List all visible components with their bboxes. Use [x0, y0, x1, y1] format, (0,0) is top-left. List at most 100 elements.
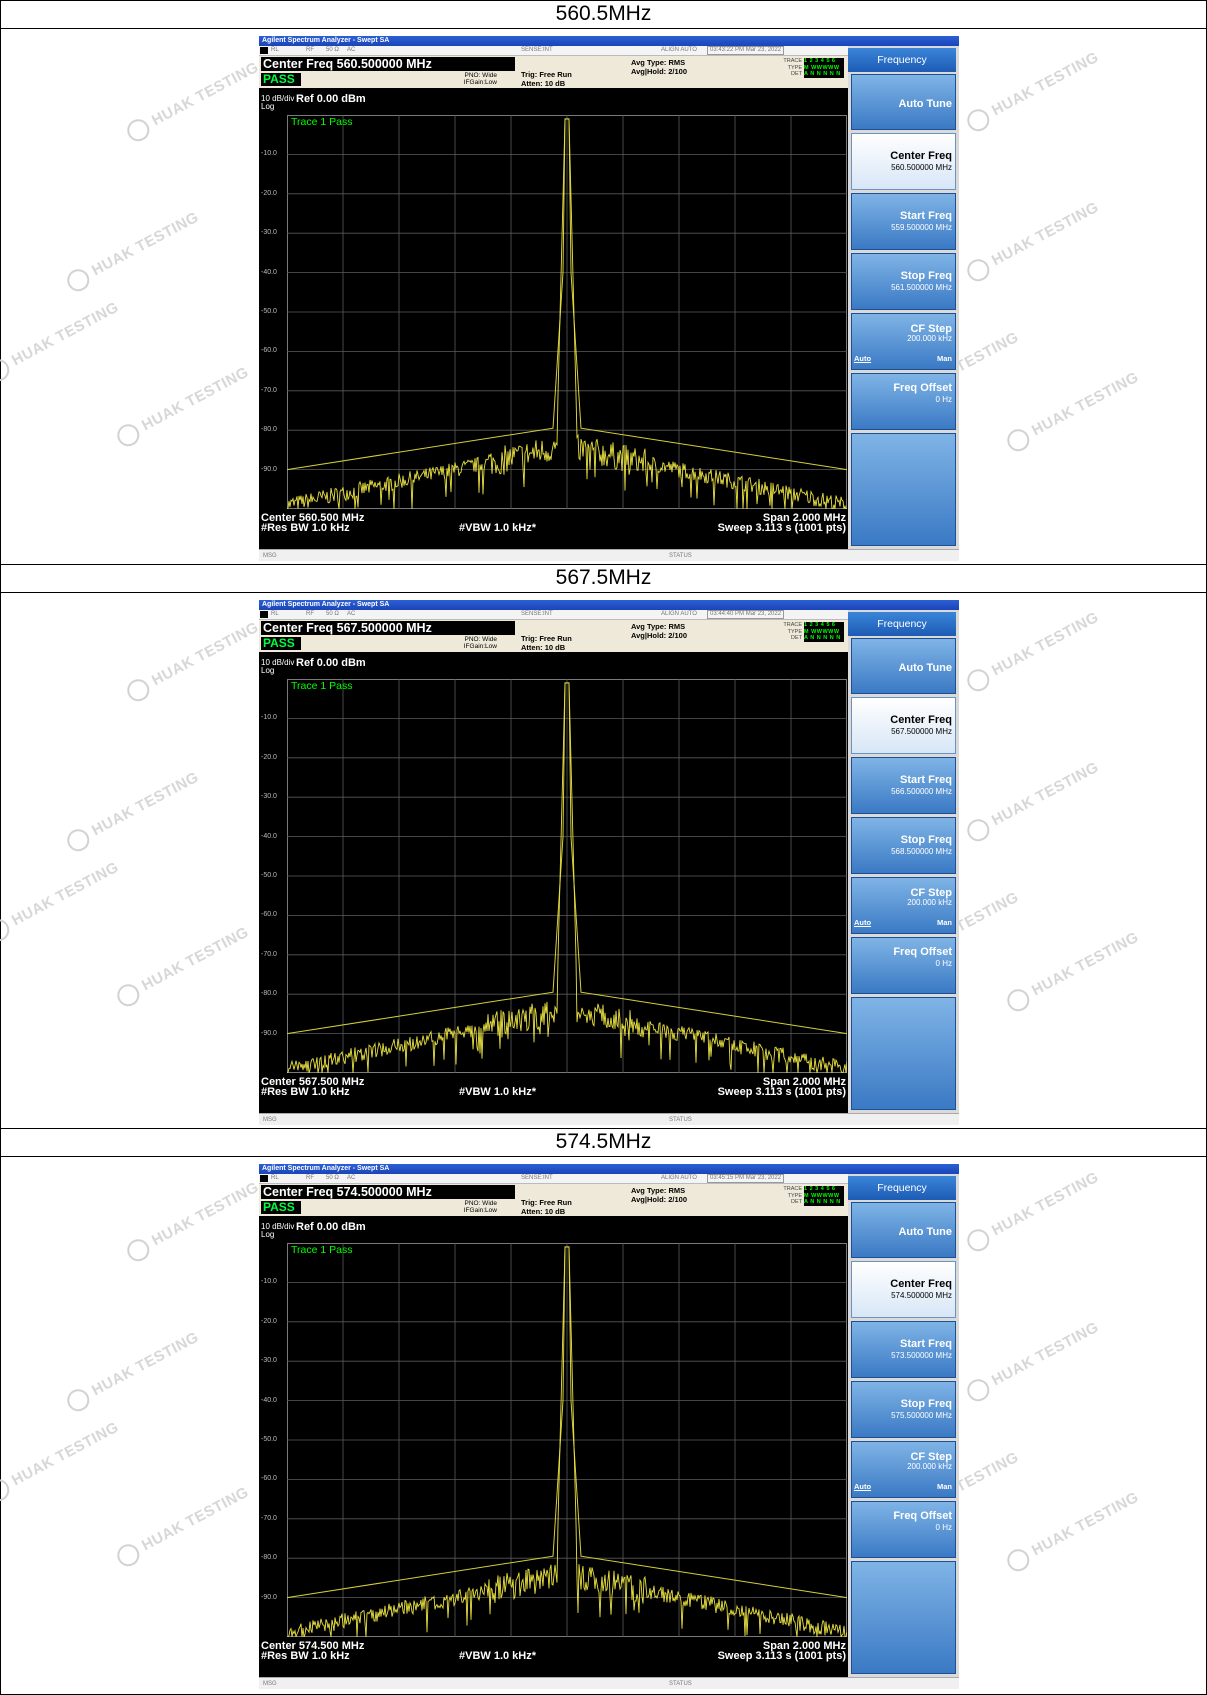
avg-type-line: Avg Type: RMS [631, 622, 686, 631]
start-freq-key-label: Start Freq [900, 210, 952, 222]
watermark: HUAK TESTING [963, 1167, 1103, 1256]
center-freq-header[interactable]: Center Freq 560.500000 MHz [261, 57, 515, 71]
start-freq-key-value: 566.500000 MHz [891, 787, 952, 796]
lxi-indicator-icon [260, 1175, 268, 1182]
watermark-seal-icon [1003, 1545, 1034, 1576]
pass-badge: PASS [261, 637, 301, 650]
msg-label: MSG [263, 553, 277, 559]
auto-tune-button[interactable]: Auto Tune [851, 1202, 956, 1258]
det-value: A N N N N N [804, 71, 844, 78]
y-tick-label: -60.0 [261, 911, 277, 919]
auto-tune-label: Auto Tune [898, 662, 952, 674]
watermark-seal-icon [963, 1375, 994, 1406]
center-freq-key-value: 574.500000 MHz [891, 1291, 952, 1300]
softkey-menu-title: Frequency [848, 48, 956, 72]
cf-step-key-label: CF Step [910, 323, 952, 335]
freq-offset-button[interactable]: Freq Offset 0 Hz [851, 937, 956, 994]
y-tick-label: -10.0 [261, 150, 277, 158]
stop-freq-key-value: 575.500000 MHz [891, 1411, 952, 1420]
scale-type: Log [261, 1230, 275, 1239]
status-datetime: 03:43:22 PM Mar 23, 2022 [707, 46, 785, 55]
spectrum-trace-svg [287, 679, 847, 1073]
center-freq-button[interactable]: Center Freq 560.500000 MHz [851, 133, 956, 190]
det-value: A N N N N N [804, 635, 844, 642]
avg-setting: Avg Type: RMS Avg|Hold: 2/100 [631, 622, 688, 640]
empty-softkey [851, 433, 956, 546]
center-freq-header[interactable]: Center Freq 574.500000 MHz [261, 1185, 515, 1199]
stop-freq-key-value: 561.500000 MHz [891, 283, 952, 292]
cf-step-man[interactable]: Man [937, 354, 952, 363]
window-title: Agilent Spectrum Analyzer - Swept SA [259, 600, 959, 610]
avg-hold-line: Avg|Hold: 2/100 [631, 630, 688, 640]
start-freq-button[interactable]: Start Freq 573.500000 MHz [851, 1321, 956, 1378]
ifgain-line: IFGain:Low [463, 1207, 497, 1214]
watermark-seal-icon [1003, 985, 1034, 1016]
start-freq-button[interactable]: Start Freq 559.500000 MHz [851, 193, 956, 250]
freq-offset-key-label: Freq Offset [893, 382, 952, 394]
center-freq-header[interactable]: Center Freq 567.500000 MHz [261, 621, 515, 635]
watermark-seal-icon [123, 1235, 154, 1266]
cf-step-man[interactable]: Man [937, 918, 952, 927]
cf-step-key-value: 200.000 kHz [907, 898, 952, 907]
lxi-indicator-icon [260, 611, 268, 618]
trace-value: 1 2 3 4 5 6 [804, 622, 844, 629]
spectrum-trace [287, 1246, 847, 1637]
cf-step-auto[interactable]: Auto [854, 918, 872, 927]
res-bw: #Res BW 1.0 kHz [261, 1650, 350, 1662]
watermark-seal-icon [963, 665, 994, 696]
watermark-seal-icon [63, 265, 94, 296]
start-freq-key-label: Start Freq [900, 1338, 952, 1350]
table-border [0, 1156, 1207, 1157]
watermark-text: HUAK TESTING [149, 58, 262, 130]
cf-step-auto[interactable]: Auto [854, 1482, 872, 1491]
watermark-text: HUAK TESTING [89, 1328, 202, 1400]
start-freq-button[interactable]: Start Freq 566.500000 MHz [851, 757, 956, 814]
center-freq-button[interactable]: Center Freq 567.500000 MHz [851, 697, 956, 754]
status-sense: SENSE:INT [521, 1175, 553, 1181]
trig-line: Trig: Free Run [521, 70, 572, 79]
freq-offset-button[interactable]: Freq Offset 0 Hz [851, 1501, 956, 1558]
watermark-seal-icon [963, 255, 994, 286]
cf-step-button[interactable]: CF Step 200.000 kHz Auto Man [851, 877, 956, 934]
reference-row: 10 dB/div Log Ref 0.00 dBm [259, 1216, 848, 1242]
stop-freq-button[interactable]: Stop Freq 575.500000 MHz [851, 1381, 956, 1438]
freq-offset-button[interactable]: Freq Offset 0 Hz [851, 373, 956, 430]
auto-tune-button[interactable]: Auto Tune [851, 74, 956, 130]
watermark: HUAK TESTING [0, 1417, 123, 1506]
cf-step-button[interactable]: CF Step 200.000 kHz Auto Man [851, 1441, 956, 1498]
y-tick-label: -20.0 [261, 1317, 277, 1325]
y-tick-label: -60.0 [261, 347, 277, 355]
auto-tune-button[interactable]: Auto Tune [851, 638, 956, 694]
cf-step-man[interactable]: Man [937, 1482, 952, 1491]
status-label: STATUS [669, 1681, 692, 1687]
trace-label: TRACE [783, 622, 802, 628]
cf-step-auto[interactable]: Auto [854, 354, 872, 363]
watermark: HUAK TESTING [0, 297, 123, 386]
status-sense: SENSE:INT [521, 611, 553, 617]
watermark-text: HUAK TESTING [989, 1168, 1102, 1240]
sweep-footer: Center 560.500 MHz #Res BW 1.0 kHz #VBW … [259, 511, 848, 547]
watermark: HUAK TESTING [113, 922, 253, 1011]
watermark: HUAK TESTING [63, 207, 203, 296]
panel-title: 574.5MHz [555, 1130, 652, 1153]
stop-freq-button[interactable]: Stop Freq 561.500000 MHz [851, 253, 956, 310]
scale-type: Log [261, 102, 275, 111]
softkey-menu-title: Frequency [848, 612, 956, 636]
watermark-seal-icon [963, 105, 994, 136]
stop-freq-key-label: Stop Freq [900, 270, 952, 282]
freq-offset-key-value: 0 Hz [935, 959, 952, 968]
cf-step-button[interactable]: CF Step 200.000 kHz Auto Man [851, 313, 956, 370]
y-tick-label: -20.0 [261, 189, 277, 197]
status-align: ALIGN AUTO [661, 1175, 697, 1181]
y-tick-label: -10.0 [261, 1278, 277, 1286]
spectrum-analyzer-window: Agilent Spectrum Analyzer - Swept SA RL … [259, 36, 959, 561]
trace-value: 1 2 3 4 5 6 [804, 1186, 844, 1193]
freq-offset-key-value: 0 Hz [935, 1523, 952, 1532]
status-rl: RL [271, 47, 279, 53]
softkey-panel: Frequency Auto Tune Center Freq 560.5000… [848, 46, 959, 549]
stop-freq-button[interactable]: Stop Freq 568.500000 MHz [851, 817, 956, 874]
trigger-setting: Trig: Free Run Atten: 10 dB [521, 634, 572, 652]
center-freq-button[interactable]: Center Freq 574.500000 MHz [851, 1261, 956, 1318]
ref-level: Ref 0.00 dBm [296, 93, 366, 105]
auto-tune-label: Auto Tune [898, 98, 952, 110]
